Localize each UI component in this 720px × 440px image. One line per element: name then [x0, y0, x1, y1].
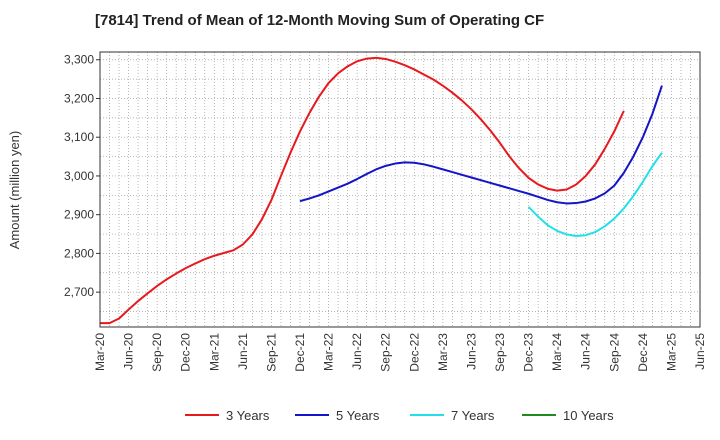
y-tick-label: 2,900 [64, 208, 94, 222]
grid-layer [100, 52, 700, 327]
plot-frame [99, 51, 701, 328]
x-tick-label: Mar-20 [93, 333, 107, 371]
y-tick-label: 3,300 [64, 53, 94, 67]
y-tick-label: 2,700 [64, 285, 94, 299]
legend-label-5-years: 5 Years [336, 408, 380, 423]
x-tick-label: Sep-24 [607, 333, 621, 372]
x-tick-label: Sep-22 [379, 333, 393, 372]
y-tick-label: 2,800 [64, 246, 94, 260]
legend-label-7-years: 7 Years [451, 408, 495, 423]
x-tick-label: Mar-22 [322, 333, 336, 371]
x-tick-label: Dec-20 [179, 333, 193, 372]
legend-label-10-years: 10 Years [563, 408, 614, 423]
x-tick-label: Mar-23 [436, 333, 450, 371]
x-tick-label: Sep-21 [264, 333, 278, 372]
x-tick-label: Mar-24 [550, 333, 564, 371]
x-tick-label: Sep-20 [150, 333, 164, 372]
x-tick-label: Jun-20 [122, 333, 136, 370]
legend: 3 Years 5 Years 7 Years 10 Years [185, 408, 614, 423]
x-tick-label: Jun-23 [464, 333, 478, 370]
x-tick-label: Dec-22 [407, 333, 421, 372]
y-axis-title: Amount (million yen) [7, 131, 22, 250]
chart-title: [7814] Trend of Mean of 12-Month Moving … [95, 12, 545, 29]
x-tick-label: Sep-23 [493, 333, 507, 372]
x-tick-label: Jun-21 [236, 333, 250, 370]
x-tick-label: Jun-22 [350, 333, 364, 370]
y-tick-label: 3,100 [64, 130, 94, 144]
y-tick-label: 3,200 [64, 91, 94, 105]
series-line-7-years [527, 152, 663, 237]
y-tick-label: 3,000 [64, 169, 94, 183]
x-tick-label: Jun-24 [579, 333, 593, 370]
legend-label-3-years: 3 Years [226, 408, 270, 423]
x-tick-label: Dec-24 [636, 333, 650, 372]
x-tick-label: Jun-25 [693, 333, 707, 370]
plot-background [100, 52, 700, 327]
axis-layer: Mar-20 Jun-20 Sep-20 Dec-20 Mar-21 Jun-21 Sep-… [64, 53, 707, 372]
x-tick-label: Dec-21 [293, 333, 307, 372]
x-tick-label: Mar-25 [664, 333, 678, 371]
x-tick-label: Mar-21 [207, 333, 221, 371]
series-line-5-years [299, 85, 663, 205]
series-layer [100, 56, 663, 325]
series-line-3-years [100, 56, 625, 325]
x-tick-label: Dec-23 [522, 333, 536, 372]
